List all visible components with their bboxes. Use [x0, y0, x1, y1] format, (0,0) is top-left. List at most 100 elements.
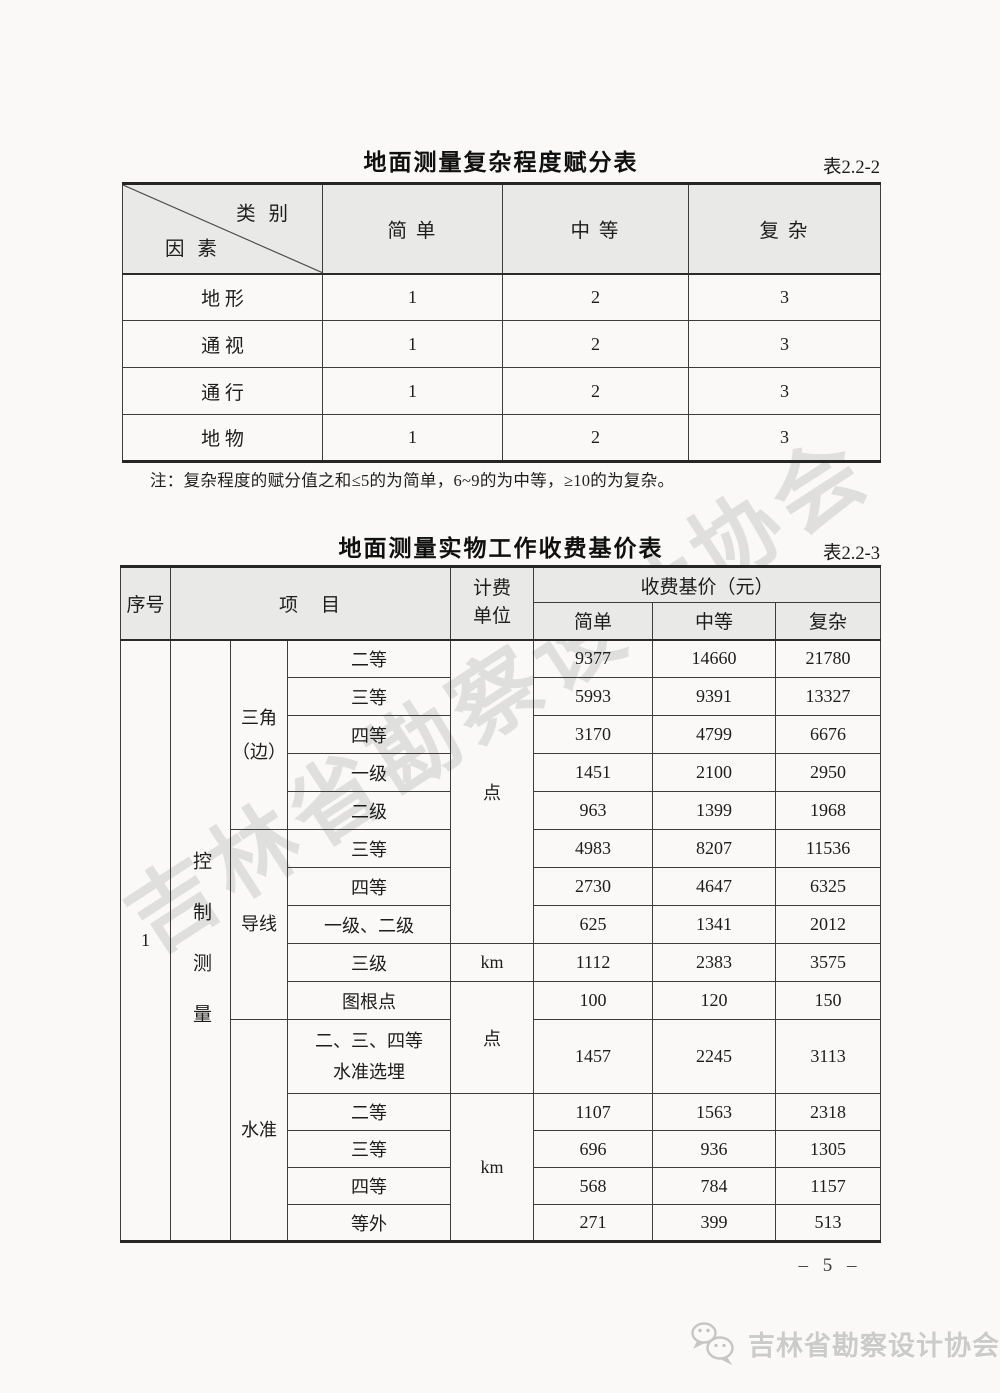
- price-cell: 625: [533, 905, 654, 944]
- price-cell: 21780: [775, 639, 882, 678]
- price-cell: 6325: [775, 867, 882, 906]
- price-group-header: 收费基价（元）: [533, 566, 882, 603]
- price-cell: 1399: [652, 791, 777, 830]
- item-cell: 图根点: [286, 981, 452, 1020]
- table-row: 一级 1451 2100 2950: [121, 753, 882, 792]
- table-row: 导线 三等 4983 8207 11536: [121, 829, 882, 1020]
- table-row: 图根点 点 100 120 150: [121, 981, 882, 1094]
- unit-header: 计费 单位: [450, 566, 535, 641]
- price-cell: 2318: [775, 1093, 882, 1131]
- item-cell: 一级: [286, 753, 452, 792]
- table-row: 地 物 1 2 3: [122, 414, 881, 462]
- table-row: 二级 963 1399 1968: [121, 791, 882, 830]
- score-cell: 3: [688, 320, 881, 368]
- table2-header-row2: 简单 中等 复杂: [121, 602, 882, 641]
- level-header-medium: 中等: [652, 602, 777, 641]
- table-row: 一级、二级 625 1341 2012: [121, 905, 882, 944]
- complexity-score-table: 类 别 因 素 简 单 中 等 复 杂 地 形 1 2 3 通 视 1 2 3: [122, 182, 881, 463]
- price-cell: 8207: [652, 829, 777, 868]
- score-cell: 1: [322, 273, 503, 321]
- price-cell: 1157: [775, 1167, 882, 1205]
- item-header: 项 目: [169, 566, 452, 641]
- table2-tag: 表2.2-3: [822, 544, 880, 564]
- price-cell: 271: [533, 1204, 654, 1242]
- seq-cell: 1: [120, 639, 171, 1242]
- item-cell: 三级: [286, 943, 452, 982]
- factor-label: 通 行: [122, 367, 323, 415]
- price-cell: 100: [533, 981, 654, 1020]
- wechat-chat-bubbles-icon: [691, 1322, 734, 1366]
- item-cell: 四等: [286, 867, 452, 906]
- table1-tag: 表2.2-2: [822, 158, 880, 178]
- price-cell: 2383: [652, 943, 777, 982]
- factor-label: 地 物: [122, 414, 323, 462]
- price-cell: 4983: [533, 829, 654, 868]
- table-row: 三等 5993 9391 13327: [121, 677, 882, 716]
- level-header-simple: 简单: [533, 602, 654, 641]
- column-header-medium: 中 等: [502, 183, 689, 275]
- price-cell: 1968: [775, 791, 882, 830]
- table-row: 1 控制测量 三角 （边） 二等 点 9377 14660 21780: [120, 639, 882, 1242]
- price-cell: 11536: [775, 829, 882, 868]
- price-cell: 936: [652, 1130, 777, 1168]
- footer: 吉林省勘察设计协会: [688, 1318, 1000, 1368]
- price-cell: 1112: [533, 943, 654, 982]
- price-cell: 2100: [652, 753, 777, 792]
- base-price-table: 序号 项 目 计费 单位 收费基价（元） 简单 中等 复杂 1 控制测量 三角 …: [120, 565, 882, 1243]
- factor-label: 地 形: [122, 273, 323, 321]
- item-cell: 等外: [286, 1204, 452, 1242]
- table-row: 三级 km 1112 2383 3575: [121, 943, 882, 982]
- group-cell-traverse: 导线: [230, 829, 288, 1020]
- price-cell: 1563: [652, 1093, 777, 1131]
- score-cell: 2: [502, 273, 689, 321]
- price-cell: 3575: [775, 943, 882, 982]
- price-cell: 1305: [775, 1130, 882, 1168]
- seq-header: 序号: [120, 566, 171, 641]
- price-cell: 1457: [533, 1019, 654, 1094]
- factor-label: 通 视: [122, 320, 323, 368]
- item-cell: 二等: [286, 1093, 452, 1131]
- corner-label-factor: 因 素: [165, 238, 221, 260]
- item-cell: 三等: [286, 677, 452, 716]
- score-cell: 1: [322, 414, 503, 462]
- table-row: 二等 km 1107 1563 2318: [121, 1093, 882, 1242]
- category-cell: 控制测量: [170, 639, 231, 1242]
- price-cell: 150: [775, 981, 882, 1020]
- table2-header-row1: 序号 项 目 计费 单位 收费基价（元）: [120, 566, 882, 641]
- table1-header-row: 类 别 因 素 简 单 中 等 复 杂: [122, 183, 881, 275]
- unit-cell: 点: [450, 639, 535, 944]
- score-cell: 2: [502, 320, 689, 368]
- price-cell: 1451: [533, 753, 654, 792]
- price-cell: 963: [533, 791, 654, 830]
- price-cell: 696: [533, 1130, 654, 1168]
- item-cell: 二、三、四等 水准选埋: [286, 1019, 452, 1094]
- price-cell: 568: [533, 1167, 654, 1205]
- price-cell: 13327: [775, 677, 882, 716]
- diagonal-line: [123, 185, 322, 272]
- table-row: 通 视 1 2 3: [122, 320, 881, 368]
- table-row: 水准 二、三、四等 水准选埋 1457 2245 3113: [121, 1019, 882, 1242]
- column-header-simple: 简 单: [322, 183, 503, 275]
- price-cell: 784: [652, 1167, 777, 1205]
- item-cell: 四等: [286, 715, 452, 754]
- score-cell: 1: [322, 367, 503, 415]
- score-cell: 3: [688, 367, 881, 415]
- table2-title: 地面测量实物工作收费基价表: [338, 535, 664, 561]
- price-cell: 399: [652, 1204, 777, 1242]
- corner-label-category: 类 别: [236, 204, 292, 225]
- score-cell: 2: [502, 414, 689, 462]
- price-cell: 14660: [652, 639, 777, 678]
- item-cell: 二等: [286, 639, 452, 678]
- price-cell: 4799: [652, 715, 777, 754]
- footer-brand: 吉林省勘察设计协会: [748, 1330, 1000, 1361]
- price-cell: 9377: [533, 639, 654, 678]
- table1-title: 地面测量复杂程度赋分表: [363, 149, 639, 175]
- unit-cell: km: [450, 943, 535, 982]
- table1-note: 注：复杂程度的赋分值之和≤5的为简单，6~9的为中等，≥10的为复杂。: [150, 471, 675, 490]
- unit-cell: km: [450, 1093, 535, 1242]
- group-cell-triangle: 三角 （边）: [230, 639, 288, 830]
- unit-cell: 点: [450, 981, 535, 1094]
- page-number: – 5 –: [798, 1255, 862, 1276]
- price-cell: 3170: [533, 715, 654, 754]
